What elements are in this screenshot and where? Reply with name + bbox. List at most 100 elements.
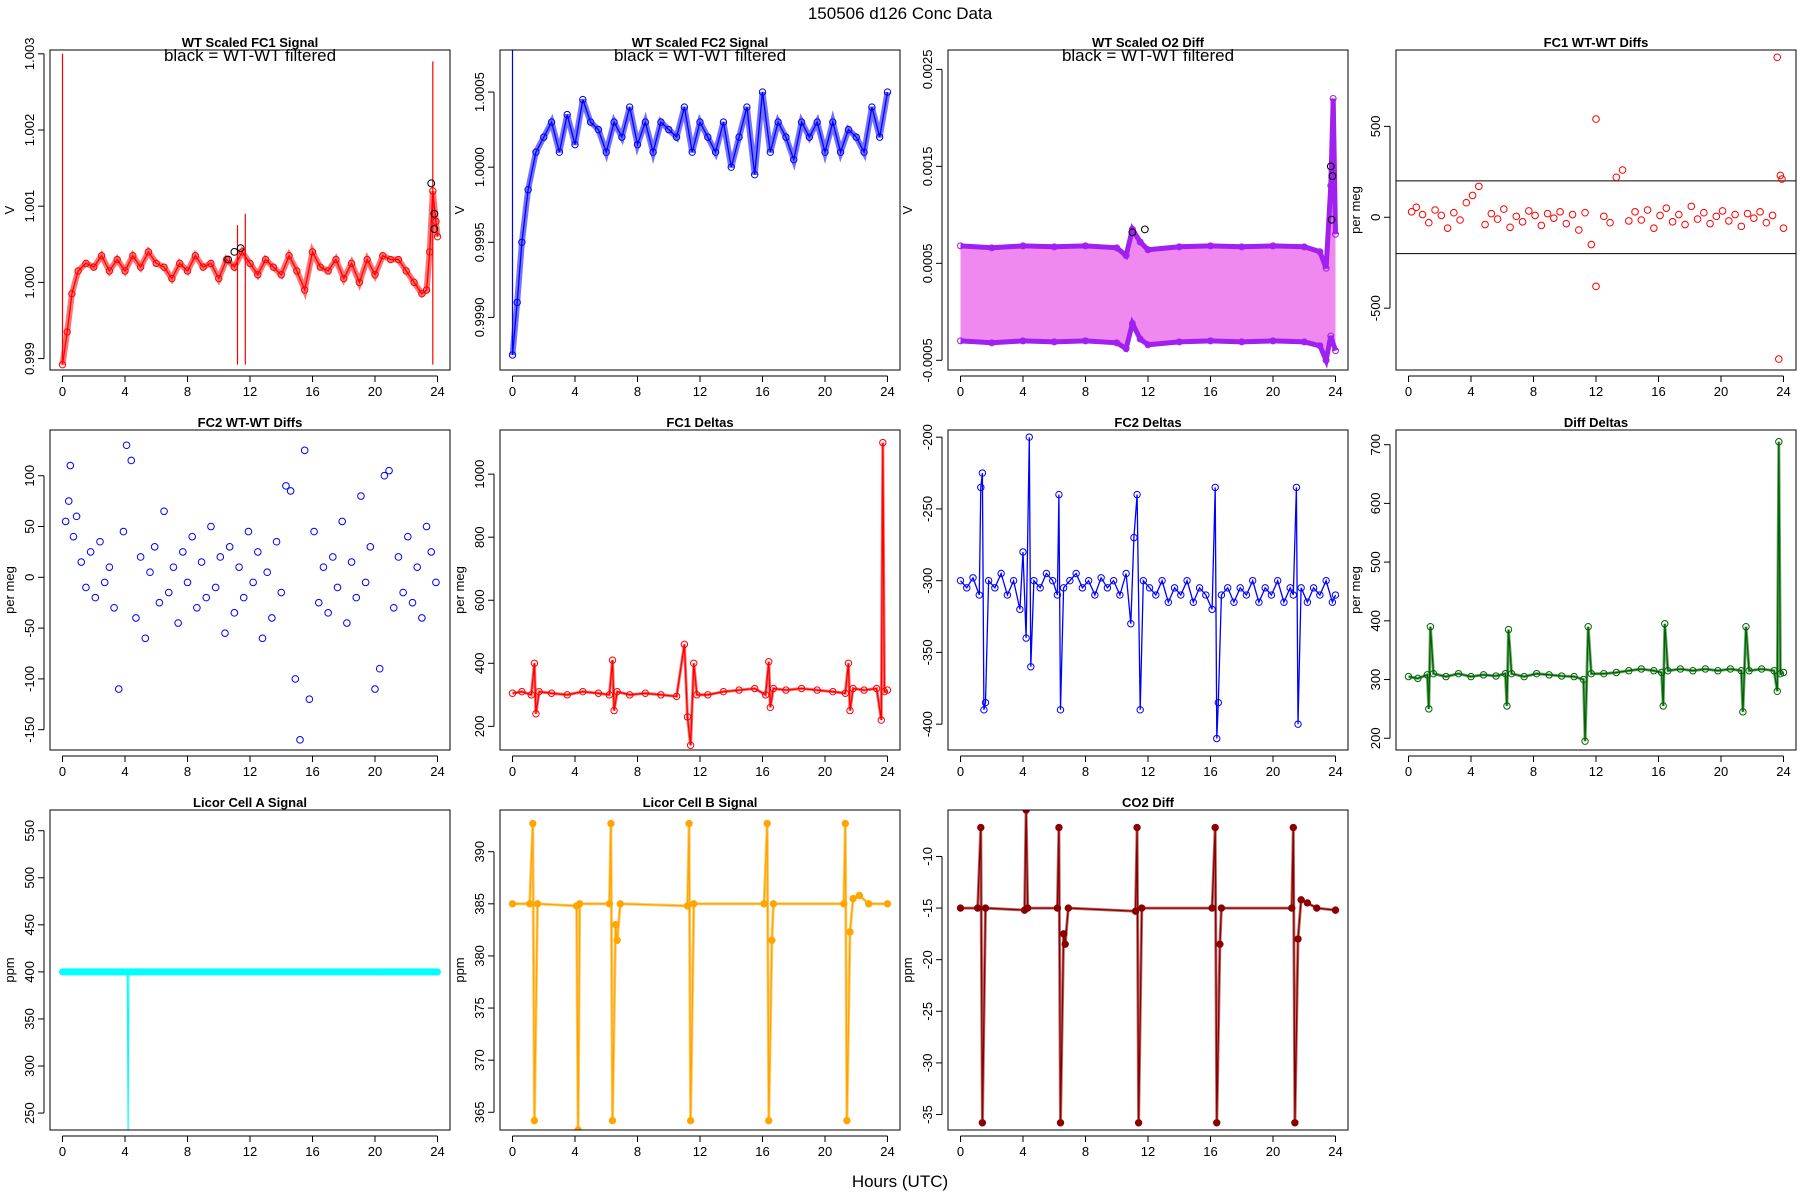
data-point: [1643, 206, 1652, 214]
data-point: [1152, 591, 1160, 599]
data-point: [1467, 672, 1475, 681]
y-tick-label: 0.0025: [920, 50, 935, 90]
data-point: [633, 140, 642, 149]
y-tick-label: 380: [472, 945, 487, 967]
filtered-point: [1328, 172, 1337, 180]
y-tick-label: 1.003: [22, 38, 37, 71]
data-point: [246, 259, 254, 268]
data-point: [1208, 904, 1216, 912]
x-tick-label: 16: [755, 384, 769, 399]
data-point: [855, 891, 864, 900]
data-point: [1668, 218, 1677, 226]
chart-title: CO2 Diff: [1122, 795, 1175, 810]
data-point: [1216, 940, 1224, 948]
data-point: [249, 578, 257, 587]
plot-area: [956, 810, 1340, 1127]
data-point: [1269, 337, 1277, 345]
x-tick-label: 16: [755, 764, 769, 779]
x-tick-label: 0: [509, 384, 516, 399]
x-tick-label: 16: [755, 1144, 769, 1159]
plot-area: [508, 819, 892, 1130]
y-tick-label: 50: [22, 519, 37, 533]
y-tick-label: 1.001: [22, 190, 37, 223]
data-point: [1650, 224, 1658, 232]
y-tick-label: -200: [920, 424, 935, 450]
data-point: [105, 267, 114, 275]
data-point: [683, 902, 692, 910]
data-point: [1136, 706, 1144, 714]
data-point: [202, 593, 211, 602]
data-point: [1442, 672, 1450, 681]
data-point: [1743, 209, 1752, 218]
data-point: [766, 703, 775, 712]
data-point: [1131, 907, 1140, 915]
y-tick-label: 500: [22, 867, 37, 889]
x-tick-label: 12: [243, 764, 257, 779]
data-point: [1059, 584, 1068, 592]
data-point: [981, 698, 990, 707]
x-tick-label: 8: [184, 764, 191, 779]
data-point: [1082, 337, 1089, 345]
data-point: [1725, 217, 1733, 225]
data-point: [1584, 622, 1592, 631]
data-point: [277, 588, 286, 597]
data-point: [1661, 620, 1669, 628]
y-tick-label: 0.9995: [472, 222, 487, 262]
x-tick-label: 8: [1530, 764, 1537, 779]
x-tick-label: 20: [1714, 764, 1728, 779]
figure-title: 150506 d126 Conc Data: [808, 4, 993, 23]
data-point: [782, 686, 790, 694]
series-band: [509, 91, 891, 356]
data-point: [235, 563, 243, 571]
data-point: [813, 118, 821, 126]
data-point: [984, 576, 993, 585]
data-point: [1518, 218, 1527, 226]
data-point: [1291, 1119, 1299, 1127]
data-point: [363, 255, 371, 264]
data-point: [1779, 668, 1788, 677]
series-band: [960, 98, 1336, 361]
data-point: [254, 271, 262, 279]
plot-frame: [49, 49, 451, 371]
data-point: [211, 583, 220, 592]
y-tick-label: 400: [472, 652, 487, 674]
data-point: [977, 823, 985, 832]
data-point: [1612, 668, 1621, 677]
x-tick-label: 8: [634, 1144, 641, 1159]
data-point: [782, 133, 790, 141]
data-point: [1230, 598, 1238, 606]
data-point: [1297, 896, 1305, 904]
data-point: [555, 148, 564, 156]
data-point: [508, 689, 517, 697]
data-point: [1475, 182, 1483, 191]
data-point: [150, 543, 159, 551]
data-point: [696, 118, 704, 126]
x-tick-label: 12: [243, 1144, 257, 1159]
data-point: [518, 687, 526, 696]
data-point: [183, 267, 192, 275]
data-point: [1656, 211, 1664, 220]
data-point: [69, 532, 78, 541]
x-tick-label: 16: [1651, 384, 1665, 399]
data-point: [160, 263, 168, 271]
data-point: [338, 517, 346, 526]
plot-area: [59, 968, 441, 1130]
series-line: [960, 437, 1337, 739]
data-point: [1776, 171, 1785, 180]
data-point: [258, 634, 267, 643]
data-point: [608, 1116, 617, 1125]
data-point: [291, 675, 300, 683]
data-point: [1462, 198, 1471, 207]
data-point: [533, 900, 542, 908]
data-point: [711, 148, 720, 156]
data-point: [97, 252, 106, 260]
data-point: [547, 689, 556, 697]
x-tick-label: 20: [1266, 764, 1280, 779]
data-point: [1158, 576, 1166, 585]
data-point: [765, 1116, 773, 1125]
data-point: [64, 497, 73, 505]
data-point: [1756, 208, 1764, 216]
data-point: [1322, 264, 1330, 272]
data-point: [1776, 669, 1785, 678]
